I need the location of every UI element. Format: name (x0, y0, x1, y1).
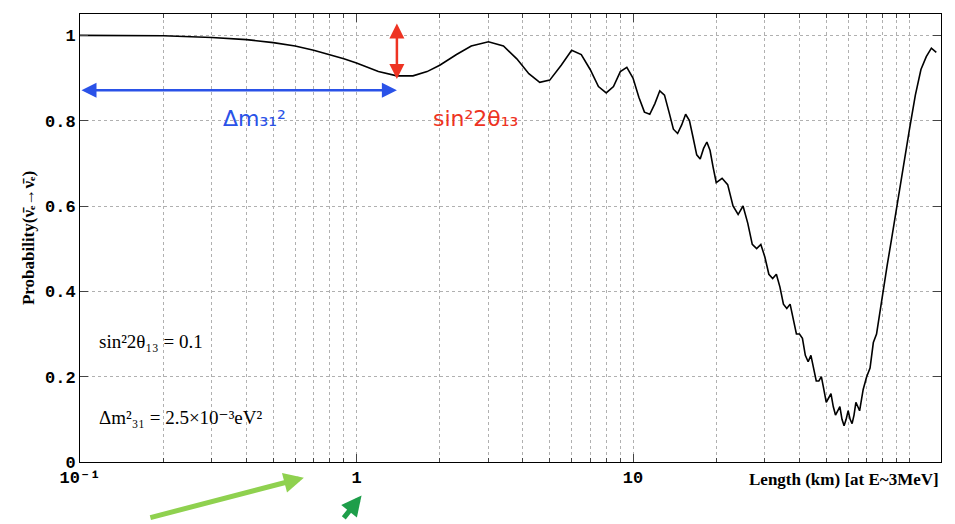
svg-text:1: 1 (65, 27, 75, 46)
svg-text:sin²2θ₁₃: sin²2θ₁₃ (433, 106, 518, 131)
svg-text:0.6: 0.6 (45, 198, 76, 217)
svg-text:Δm₃₁²: Δm₃₁² (223, 106, 286, 131)
svg-text:sin²2θ₁₃ = 0.1: sin²2θ₁₃ = 0.1 (99, 331, 203, 352)
svg-text:Probability(ν̄ₑ→ν̄ₑ): Probability(ν̄ₑ→ν̄ₑ) (19, 171, 38, 305)
svg-text:0: 0 (65, 454, 75, 473)
svg-text:1: 1 (351, 469, 361, 488)
svg-text:0.4: 0.4 (45, 283, 76, 302)
svg-text:Δm²₃₁ = 2.5×10⁻³eV²: Δm²₃₁ = 2.5×10⁻³eV² (99, 407, 263, 428)
svg-text:10⁻¹: 10⁻¹ (60, 469, 101, 488)
svg-text:0.2: 0.2 (45, 369, 76, 388)
svg-text:10: 10 (623, 469, 643, 488)
svg-text:Length (km) [at E~3MeV]: Length (km) [at E~3MeV] (749, 470, 939, 489)
svg-text:0.8: 0.8 (45, 113, 76, 132)
